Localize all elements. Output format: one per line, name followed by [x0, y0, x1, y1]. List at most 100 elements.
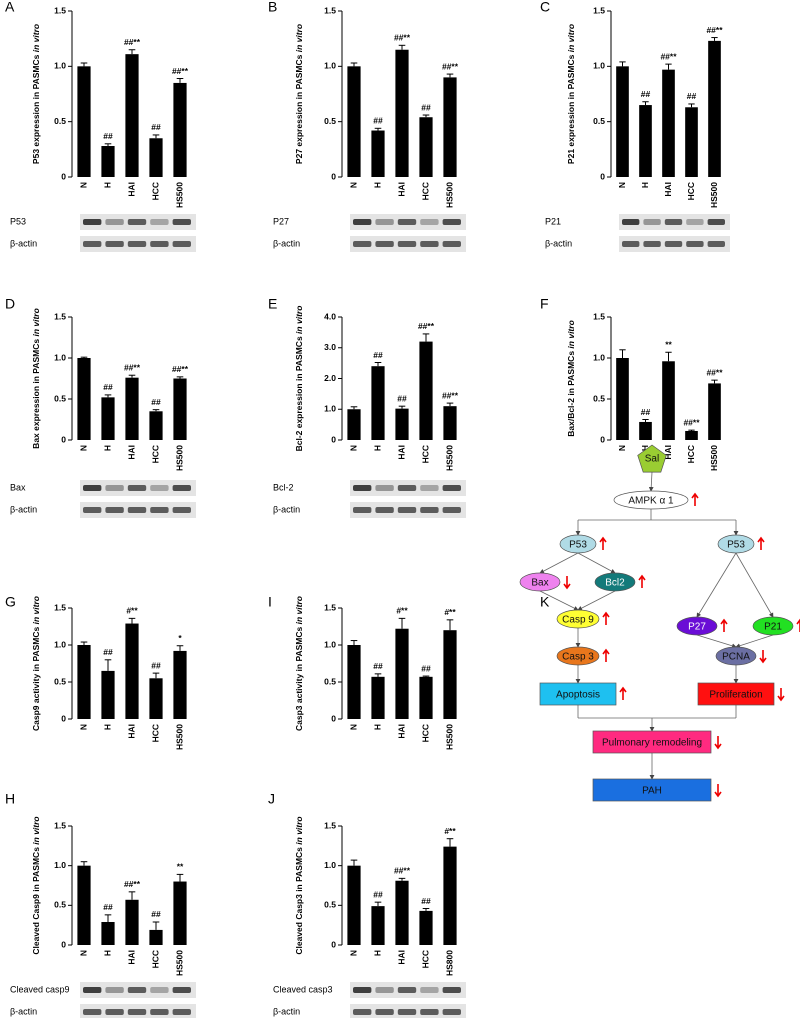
y-axis-label-text: Cleaved Casp3 in PASMCs	[294, 847, 304, 955]
significance: ##	[151, 660, 161, 670]
x-tick-label: HS500	[709, 182, 719, 208]
blot-band	[353, 987, 372, 993]
blot-band	[420, 507, 439, 513]
y-axis-label: Bcl-2 expression in PASMCs in vitro	[294, 306, 304, 452]
x-tick-label: H	[102, 182, 112, 188]
node	[556, 609, 600, 629]
y-tick-label: 1.5	[54, 311, 66, 321]
bar	[662, 69, 675, 177]
blot-band	[442, 241, 461, 247]
significance: ##**	[442, 390, 459, 400]
blot-label: β-actin	[10, 238, 37, 248]
y-tick-label: 1.0	[593, 352, 605, 362]
blot-band	[172, 241, 191, 247]
y-axis-label-text: Casp9 activity in PASMCs	[31, 626, 41, 731]
x-tick-label: HAI	[126, 182, 136, 197]
blot-band	[420, 485, 439, 491]
blot-band	[172, 219, 191, 225]
bar	[125, 899, 139, 945]
node	[717, 534, 755, 554]
bar	[77, 66, 91, 177]
bar	[101, 921, 115, 945]
significance: ##	[687, 91, 697, 101]
blot-band	[83, 219, 102, 225]
blot-label: P53	[10, 216, 26, 226]
y-tick-label: 0.5	[54, 393, 66, 403]
edge	[577, 590, 616, 611]
y-axis-label: P21 expression in PASMCs in vitro	[566, 24, 576, 164]
bar	[347, 409, 361, 440]
blot-band	[375, 219, 394, 225]
change-arrow	[720, 618, 728, 632]
bar	[149, 678, 163, 719]
x-tick-label: N	[348, 724, 358, 730]
x-tick-label: HS500	[444, 724, 454, 750]
bar	[101, 397, 115, 440]
node-label: Bax	[531, 578, 548, 589]
x-tick-label: H	[372, 950, 382, 956]
bar	[685, 430, 698, 440]
significance: ##**	[172, 364, 189, 374]
bar	[443, 630, 457, 719]
y-axis-label-note: in vitro	[31, 24, 41, 52]
y-tick-label: 1.5	[54, 5, 66, 15]
blot-band	[105, 1009, 124, 1015]
edge	[696, 552, 737, 618]
x-tick-label: HCC	[686, 445, 696, 463]
blot-label: β-actin	[10, 1006, 37, 1016]
bar	[419, 341, 433, 440]
panel-letter: G	[5, 594, 16, 610]
blot-band	[83, 1009, 102, 1015]
significance: ##	[397, 393, 407, 403]
x-tick-label: H	[372, 724, 382, 730]
change-arrow	[638, 574, 646, 588]
blot-band	[375, 241, 394, 247]
change-arrow	[714, 784, 722, 798]
blot-band	[105, 219, 124, 225]
change-arrow	[759, 650, 767, 664]
node-label: AMPK α 1	[628, 496, 674, 507]
change-arrow	[691, 492, 699, 506]
bar	[371, 366, 385, 440]
y-tick-label: 0.5	[324, 900, 336, 910]
bar	[101, 670, 115, 719]
bar	[149, 929, 163, 945]
blot-band	[150, 987, 169, 993]
x-tick-label: HAI	[663, 445, 673, 460]
y-axis-label-text: Casp3 activity in PASMCs	[294, 626, 304, 731]
node-label: PAH	[642, 786, 662, 797]
x-tick-label: HCC	[150, 950, 160, 968]
change-arrow	[796, 618, 800, 632]
blot-label: P27	[273, 216, 289, 226]
y-axis-label-note: in vitro	[566, 320, 576, 348]
y-axis-label: Cleaved Casp9 in PASMCs in vitro	[31, 816, 41, 954]
y-axis-label-note: in vitro	[294, 816, 304, 844]
chart-panel: C P21 expression in PASMCs in vitro 0 0.5 1.…	[540, 0, 730, 252]
significance: ##**	[172, 66, 189, 76]
blot-band	[172, 485, 191, 491]
x-tick-label: HCC	[150, 724, 160, 742]
blot-band	[172, 507, 191, 513]
significance: #**	[396, 606, 408, 616]
x-tick-label: HAI	[126, 950, 136, 965]
blot-band	[105, 485, 124, 491]
blot-band	[127, 241, 147, 247]
x-tick-label: HCC	[420, 182, 430, 200]
significance: ##**	[706, 367, 723, 377]
node	[519, 572, 561, 592]
bar	[173, 82, 187, 177]
diagram: K Sal AMPK α 1 P53 P53 Bax Bcl2 P27 P21 Casp 9 Cas…	[519, 444, 800, 802]
bar	[395, 408, 409, 440]
y-axis-label-text: Bax/Bcl-2 in PASMCs	[566, 351, 576, 437]
blot-band	[397, 219, 417, 225]
bar	[395, 628, 409, 719]
node-label: Bcl2	[605, 578, 625, 589]
x-tick-label: N	[348, 445, 358, 451]
blot-label: Bax	[10, 482, 26, 492]
bar	[125, 377, 139, 440]
y-tick-label: 0	[331, 939, 336, 949]
bar	[419, 117, 433, 177]
x-tick-label: HCC	[150, 445, 160, 463]
significance: ##	[421, 102, 431, 112]
